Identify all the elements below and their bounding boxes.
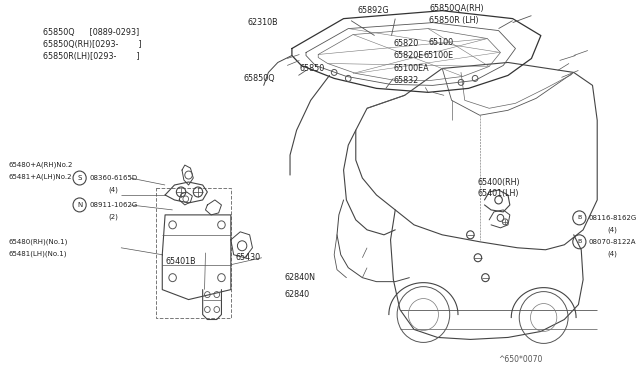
Text: 65480+A(RH)No.2: 65480+A(RH)No.2 — [8, 162, 72, 168]
Text: 65850Q      [0889-0293]: 65850Q [0889-0293] — [43, 28, 140, 37]
Text: 65481+A(LH)No.2: 65481+A(LH)No.2 — [8, 174, 72, 180]
Text: 65820: 65820 — [394, 39, 419, 48]
Text: 65850Q(RH)[0293-        ]: 65850Q(RH)[0293- ] — [43, 40, 141, 49]
Text: 08360-6165D: 08360-6165D — [90, 175, 138, 181]
Text: N: N — [77, 202, 82, 208]
Text: 65850Q: 65850Q — [243, 74, 275, 83]
Text: 08070-8122A: 08070-8122A — [589, 239, 636, 245]
Text: (4): (4) — [607, 227, 618, 233]
Text: 62840N: 62840N — [284, 273, 316, 282]
Text: 65850QA(RH): 65850QA(RH) — [429, 4, 484, 13]
Text: 62840: 62840 — [284, 290, 310, 299]
Text: 65100EA: 65100EA — [394, 64, 429, 73]
Text: 65401(LH): 65401(LH) — [478, 189, 520, 199]
Text: 65832: 65832 — [394, 76, 419, 85]
Text: 65850R (LH): 65850R (LH) — [429, 16, 479, 25]
Text: 65100: 65100 — [428, 38, 453, 47]
Text: ^650*0070: ^650*0070 — [499, 355, 543, 364]
Text: (4): (4) — [607, 250, 618, 257]
Text: 65480(RH)(No.1): 65480(RH)(No.1) — [8, 238, 68, 245]
Text: S: S — [77, 175, 82, 181]
Text: 65100E: 65100E — [424, 51, 454, 60]
Text: 65892G: 65892G — [358, 6, 389, 15]
Text: 65481(LH)(No.1): 65481(LH)(No.1) — [8, 250, 67, 257]
Text: (2): (2) — [109, 214, 118, 220]
Text: 65401B: 65401B — [165, 257, 196, 266]
Text: 65430: 65430 — [236, 253, 260, 262]
Text: 65850R(LH)[0293-        ]: 65850R(LH)[0293- ] — [43, 52, 140, 61]
Text: (4): (4) — [109, 187, 118, 193]
Text: 62310B: 62310B — [248, 18, 278, 27]
Text: 65400(RH): 65400(RH) — [478, 177, 520, 186]
Text: 08911-1062G: 08911-1062G — [90, 202, 138, 208]
Text: 65820E: 65820E — [394, 51, 424, 60]
Text: B: B — [577, 239, 582, 244]
Text: 65850: 65850 — [300, 64, 324, 73]
Text: B: B — [577, 215, 582, 220]
Text: 08116-8162G: 08116-8162G — [589, 215, 637, 221]
